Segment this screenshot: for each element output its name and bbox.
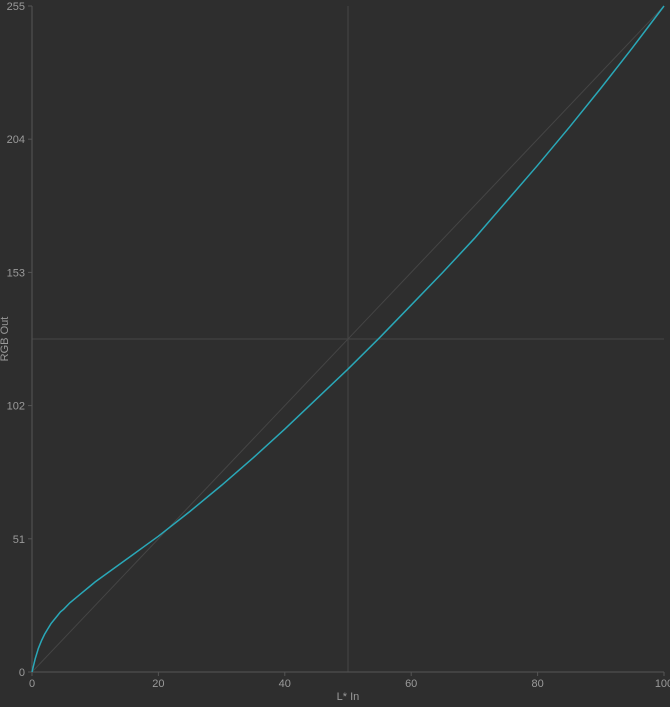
x-tick-label: 100: [655, 678, 670, 690]
x-tick-label: 40: [279, 678, 291, 690]
chart-container: { "chart": { "type": "line", "background…: [0, 0, 670, 707]
y-tick-label: 255: [7, 1, 25, 13]
y-tick-label: 0: [19, 667, 25, 679]
y-axis-label: RGB Out: [0, 317, 11, 362]
x-tick-label: 0: [29, 678, 35, 690]
x-tick-label: 80: [531, 678, 543, 690]
y-tick-label: 102: [7, 401, 25, 413]
x-tick-label: 20: [152, 678, 164, 690]
x-tick-label: 60: [405, 678, 417, 690]
y-tick-label: 153: [7, 267, 25, 279]
y-tick-label: 204: [7, 134, 25, 146]
y-tick-label: 51: [13, 534, 25, 546]
x-axis-label: L* In: [337, 691, 360, 703]
chart-svg: 0 20 40 60 80 100 0 51 102 153 204 255 L* In RGB Out: [0, 0, 670, 707]
